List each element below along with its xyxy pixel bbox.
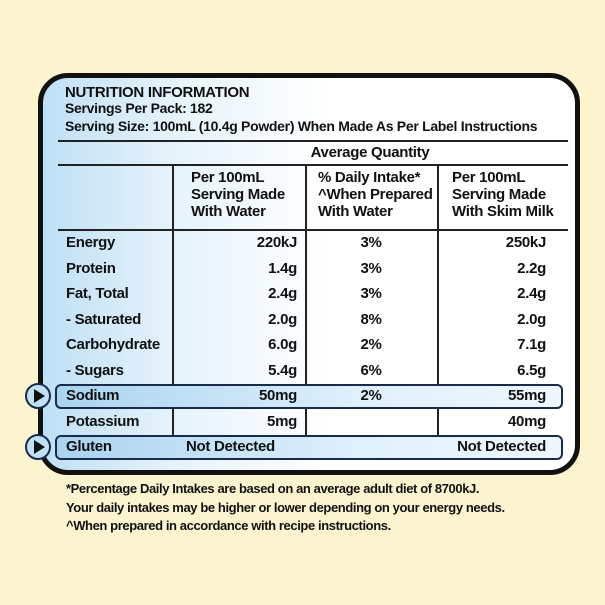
cell: 250kJ (505, 234, 547, 251)
cell: 40mg (508, 412, 546, 430)
row-label: - Sugars (66, 361, 124, 379)
row-label: Protein (66, 259, 116, 277)
arrow-icon (25, 434, 51, 460)
cell: 220kJ (256, 234, 298, 251)
cell: Not Detected (457, 438, 546, 455)
group-header: Average Quantity (310, 144, 430, 161)
column-header: With Water (191, 203, 266, 220)
title: NUTRITION INFORMATION (65, 84, 250, 101)
cell: 2.4g (517, 285, 546, 302)
cell: 2.0g (268, 310, 297, 328)
rule (58, 229, 568, 231)
cell: 6.5g (517, 361, 546, 379)
row-label: Gluten (66, 438, 112, 455)
servings: Servings Per Pack: 182 (65, 100, 213, 116)
cell: 6% (360, 361, 382, 379)
row-label: Energy (66, 234, 116, 251)
column-header: % Daily Intake* (318, 169, 421, 186)
cell: 2% (360, 336, 382, 353)
column-rule (305, 165, 307, 459)
cell: 2% (360, 387, 382, 404)
column-header: Serving Made (191, 186, 285, 203)
cell: 7.1g (517, 336, 546, 353)
cell: 3% (360, 285, 382, 302)
column-header: Per 100mL (191, 169, 265, 186)
cell: 3% (360, 234, 382, 251)
row-highlight (55, 384, 563, 409)
column-header: Serving Made (452, 186, 546, 203)
column-rule (172, 165, 174, 459)
row-label: Sodium (66, 387, 120, 404)
column-header: Per 100mL (452, 169, 526, 186)
row-label: Potassium (66, 412, 140, 430)
cell: 1.4g (268, 259, 297, 277)
footnote: *Percentage Daily Intakes are based on a… (66, 481, 480, 496)
cell: 50mg (259, 387, 297, 404)
column-header: ^When Prepared (318, 186, 433, 203)
row-highlight (55, 435, 563, 460)
column-rule (437, 165, 439, 459)
cell: 3% (360, 259, 382, 277)
arrow-icon (25, 383, 51, 409)
cell: 2.4g (268, 285, 297, 302)
cell: 5mg (267, 412, 297, 430)
cell: Not Detected (186, 438, 275, 455)
column-header: With Skim Milk (452, 203, 554, 220)
row-label: - Saturated (66, 310, 142, 328)
cell: 55mg (508, 387, 546, 404)
cell: 8% (360, 310, 382, 328)
cell: 2.2g (517, 259, 546, 277)
rule (58, 140, 568, 142)
footnote: ^When prepared in accordance with recipe… (66, 518, 391, 533)
rule (58, 164, 568, 166)
footnote: Your daily intakes may be higher or lowe… (66, 499, 505, 515)
cell: 2.0g (517, 310, 546, 328)
row-label: Carbohydrate (66, 336, 160, 353)
column-header: With Water (318, 203, 393, 220)
row-label: Fat, Total (66, 285, 129, 302)
cell: 5.4g (268, 361, 297, 379)
cell: 6.0g (268, 336, 297, 353)
serving-size: Serving Size: 100mL (10.4g Powder) When … (65, 118, 538, 134)
